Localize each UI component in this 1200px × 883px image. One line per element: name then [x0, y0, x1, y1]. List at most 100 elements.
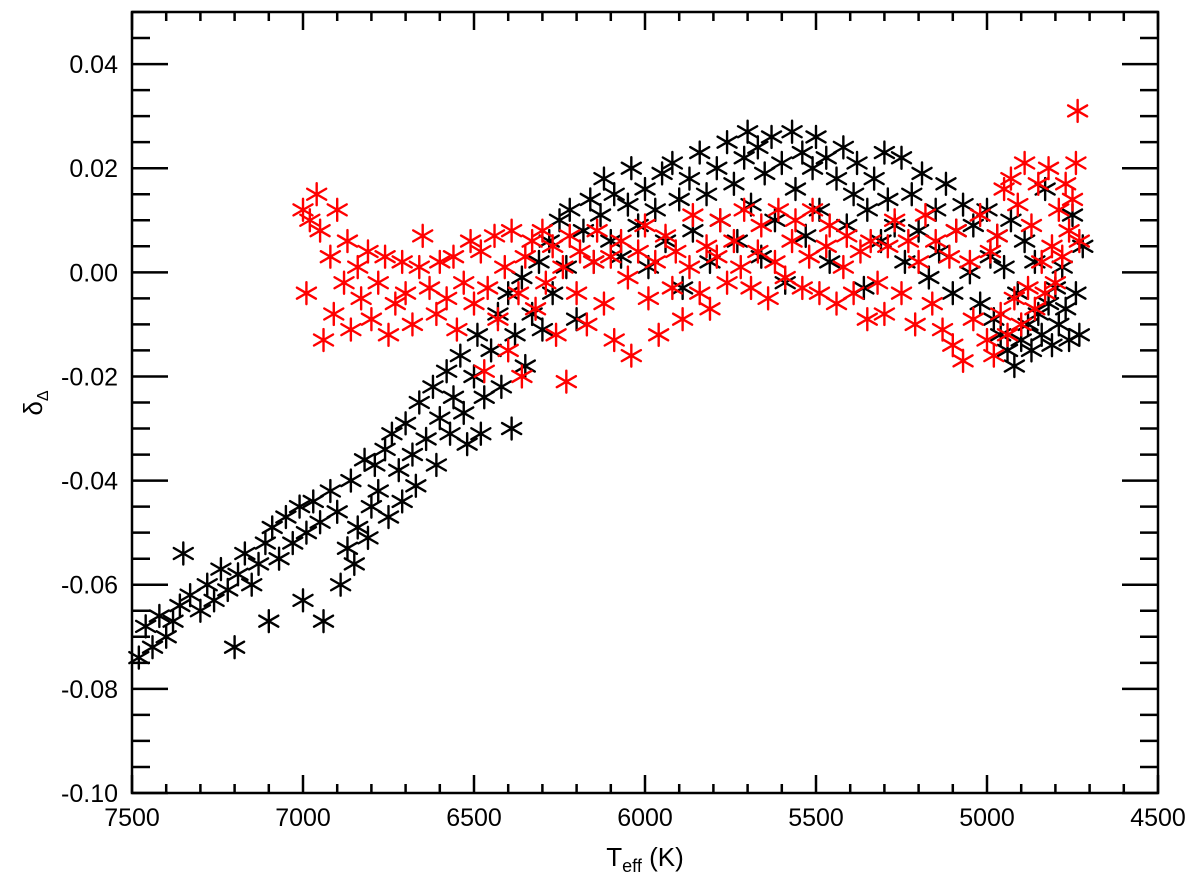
data-point: [490, 374, 513, 400]
data-point: [989, 301, 1012, 327]
data-point: [706, 244, 728, 269]
data-point: [911, 161, 933, 186]
data-point: [688, 280, 711, 306]
data-point: [401, 442, 424, 467]
data-point: [647, 322, 670, 348]
data-point: [582, 249, 605, 275]
data-point: [521, 228, 543, 254]
data-point: [473, 359, 495, 384]
data-point: [319, 478, 342, 504]
data-point: [1007, 192, 1029, 217]
data-point: [1061, 187, 1084, 212]
data-point: [189, 598, 212, 623]
data-point: [1054, 296, 1077, 321]
data-point: [559, 197, 581, 223]
data-point: [381, 421, 403, 446]
data-point: [801, 156, 824, 181]
x-tick-label: 5000: [959, 804, 1015, 832]
data-point: [357, 525, 379, 551]
data-point: [781, 119, 803, 144]
data-point: [288, 494, 311, 519]
data-point: [1041, 333, 1063, 358]
data-point: [1068, 322, 1091, 348]
data-point: [863, 166, 885, 191]
data-point: [439, 421, 461, 446]
data-point: [333, 270, 355, 295]
data-point: [962, 306, 985, 332]
data-point: [740, 275, 762, 301]
data-point: [866, 270, 889, 295]
data-point: [295, 280, 318, 306]
data-point: [435, 286, 458, 311]
data-point: [842, 182, 865, 207]
data-point: [340, 317, 362, 342]
data-point: [446, 317, 468, 342]
data-point: [634, 176, 656, 202]
data-point: [1065, 280, 1087, 306]
data-point: [148, 603, 171, 629]
data-point: [309, 218, 331, 243]
data-point: [877, 187, 899, 212]
data-point: [336, 228, 359, 254]
data-point: [815, 234, 837, 259]
data-point: [411, 223, 434, 249]
data-point: [384, 291, 407, 316]
data-point: [952, 192, 974, 217]
data-point: [1017, 275, 1039, 301]
data-point: [418, 275, 441, 301]
data-point: [487, 306, 509, 332]
data-point: [531, 218, 554, 243]
data-point: [791, 140, 814, 165]
data-point: [203, 588, 225, 613]
data-point: [832, 254, 855, 280]
data-point: [1000, 166, 1022, 191]
data-point: [627, 239, 649, 264]
data-point: [466, 322, 489, 348]
data-point: [603, 182, 625, 207]
data-point: [818, 213, 841, 238]
data-point: [815, 145, 837, 170]
data-point: [1051, 244, 1073, 269]
data-point: [388, 457, 410, 483]
data-point: [935, 171, 957, 197]
data-point: [473, 385, 495, 410]
data-point: [497, 280, 519, 306]
data-point: [1003, 286, 1026, 311]
data-point: [435, 359, 458, 384]
data-point: [1037, 156, 1060, 181]
data-point: [603, 327, 625, 353]
data-point: [931, 317, 954, 342]
data-point: [261, 515, 283, 540]
data-point: [890, 280, 913, 306]
data-point: [764, 249, 786, 275]
data-point: [644, 249, 666, 275]
data-point: [1020, 338, 1043, 363]
data-point: [723, 171, 745, 197]
data-point: [326, 499, 348, 525]
data-point: [723, 228, 745, 254]
data-point: [323, 301, 345, 327]
data-point: [890, 145, 913, 170]
y-tick-label: 0.04: [69, 51, 118, 79]
data-point: [808, 280, 831, 306]
data-point: [1058, 218, 1080, 243]
data-point: [993, 254, 1015, 280]
y-tick-label: -0.06: [61, 572, 118, 600]
data-point: [671, 306, 694, 332]
data-point: [169, 593, 191, 618]
data-point: [367, 478, 389, 504]
data-point: [234, 541, 256, 566]
data-point: [736, 119, 759, 144]
data-point: [795, 223, 817, 249]
data-point: [350, 286, 372, 311]
data-point: [541, 234, 564, 259]
data-point: [668, 187, 690, 212]
data-point: [576, 312, 598, 337]
data-point: [312, 327, 335, 353]
data-point: [295, 520, 318, 545]
data-point: [883, 208, 906, 233]
x-tick-label: 6000: [617, 804, 673, 832]
data-point: [494, 254, 516, 280]
data-point: [654, 223, 677, 249]
data-point: [859, 228, 882, 254]
